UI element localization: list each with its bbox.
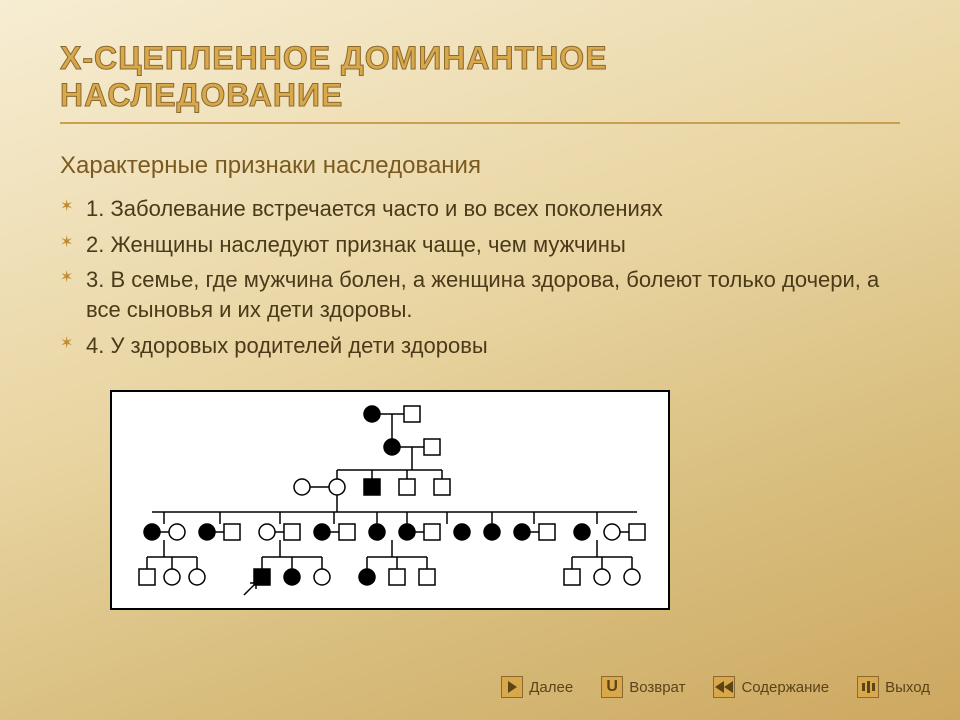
exit-button[interactable]: Выход	[857, 676, 930, 698]
slide: Х-СЦЕПЛЕННОЕ ДОМИНАНТНОЕ НАСЛЕДОВАНИЕ Ха…	[0, 0, 960, 720]
nav-label: Содержание	[741, 679, 829, 696]
play-icon	[501, 676, 523, 698]
bullet-item: 4. У здоровых родителей дети здоровы	[60, 331, 900, 361]
rewind-icon	[713, 676, 735, 698]
nav-label: Далее	[529, 679, 573, 696]
bullet-list: 1. Заболевание встречается часто и во вс…	[60, 194, 900, 360]
toc-button[interactable]: Содержание	[713, 676, 829, 698]
navbar: Далее U Возврат Содержание Выход	[501, 676, 930, 698]
pedigree-svg	[112, 392, 672, 612]
bullet-item: 1. Заболевание встречается часто и во вс…	[60, 194, 900, 224]
nav-label: Возврат	[629, 679, 685, 696]
bullet-item: 2. Женщины наследуют признак чаще, чем м…	[60, 230, 900, 260]
bullet-item: 3. В семье, где мужчина болен, а женщина…	[60, 265, 900, 324]
slide-title: Х-СЦЕПЛЕННОЕ ДОМИНАНТНОЕ НАСЛЕДОВАНИЕ	[60, 40, 900, 124]
pedigree-diagram	[110, 390, 670, 610]
next-button[interactable]: Далее	[501, 676, 573, 698]
nav-label: Выход	[885, 679, 930, 696]
undo-icon: U	[601, 676, 623, 698]
slide-subtitle: Характерные признаки наследования	[60, 152, 900, 180]
back-button[interactable]: U Возврат	[601, 676, 685, 698]
bars-icon	[857, 676, 879, 698]
